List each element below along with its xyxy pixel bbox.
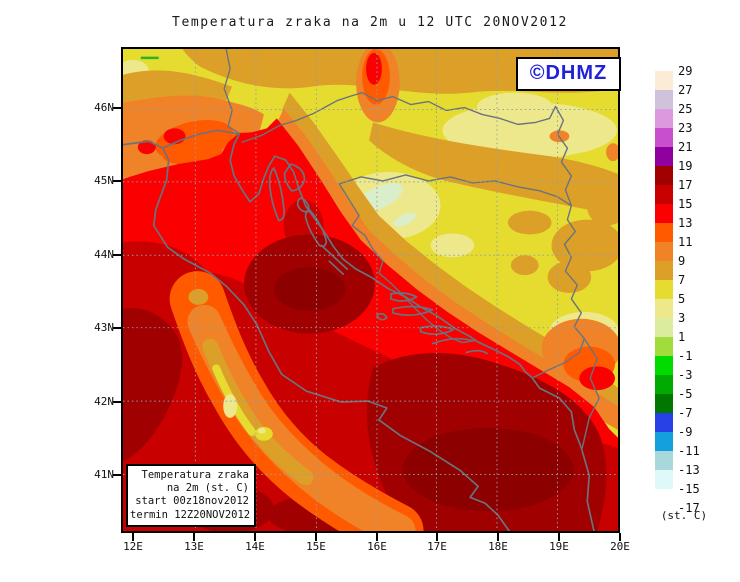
colorbar-tick-label: -1 [678, 349, 693, 363]
x-axis-label: 16E [367, 540, 387, 553]
colorbar-swatch [655, 356, 673, 375]
field-goldenrod-bands [123, 49, 618, 409]
colorbar-units: (st. C) [660, 509, 708, 522]
colorbar-swatch [655, 166, 673, 185]
info-line: Temperatura zraka [141, 469, 249, 481]
field-apennine-spots [188, 289, 273, 441]
colorbar-tick-label: 1 [678, 330, 686, 344]
temperature-map [121, 47, 620, 533]
y-axis-label: 45N [94, 174, 114, 187]
colorbar-tick-label: 15 [678, 197, 693, 211]
y-axis-label: 41N [94, 468, 114, 481]
colorbar-swatch [655, 109, 673, 128]
x-axis-label: 17E [427, 540, 447, 553]
info-line: termin 12Z20NOV2012 [130, 508, 251, 521]
y-axis-tick [113, 107, 121, 109]
field-ne-blob [356, 49, 618, 162]
colorbar-tick-label: 23 [678, 121, 693, 135]
colorbar-tick-label: 25 [678, 102, 693, 116]
x-axis-label: 20E [610, 540, 630, 553]
colorbar [655, 71, 673, 508]
temperature-field-svg [123, 49, 618, 531]
y-axis-tick [113, 327, 121, 329]
x-axis-label: 19E [549, 540, 569, 553]
x-axis-label: 14E [245, 540, 265, 553]
colorbar-tick-label: -3 [678, 368, 693, 382]
x-axis-tick [619, 533, 621, 541]
colorbar-tick-label: 27 [678, 83, 693, 97]
colorbar-swatch [655, 204, 673, 223]
country-borders [223, 49, 600, 449]
y-axis-label: 44N [94, 248, 114, 261]
x-axis-tick [315, 533, 317, 541]
y-axis-tick [113, 474, 121, 476]
colorbar-tick-label: -7 [678, 406, 693, 420]
x-axis-label: 13E [184, 540, 204, 553]
x-axis-tick [193, 533, 195, 541]
colorbar-swatch [655, 147, 673, 166]
field-maroon-cores [273, 267, 574, 512]
colorbar-tick-label: -13 [678, 463, 700, 477]
colorbar-swatch [655, 261, 673, 280]
y-axis-label: 43N [94, 321, 114, 334]
colorbar-swatch [655, 299, 673, 318]
x-axis-tick [436, 533, 438, 541]
dhmz-watermark: ©DHMZ [516, 57, 621, 91]
x-axis-tick [497, 533, 499, 541]
field-apennine-band [169, 271, 424, 531]
colorbar-swatch [655, 337, 673, 356]
page-title: Temperatura zraka na 2m u 12 UTC 20NOV20… [172, 15, 568, 30]
colorbar-swatch [655, 128, 673, 147]
colorbar-swatch [655, 223, 673, 242]
colorbar-tick-label: 5 [678, 292, 686, 306]
y-axis-tick [113, 254, 121, 256]
y-axis-label: 42N [94, 395, 114, 408]
colorbar-swatch [655, 90, 673, 109]
x-axis-label: 18E [488, 540, 508, 553]
colorbar-tick-label: 29 [678, 64, 693, 78]
colorbar-swatch [655, 470, 673, 489]
colorbar-tick-label: -15 [678, 482, 700, 496]
colorbar-tick-label: -17 [678, 501, 700, 515]
x-axis-tick [376, 533, 378, 541]
colorbar-swatch [655, 375, 673, 394]
colorbar-tick-label: 13 [678, 216, 693, 230]
info-line: start 00z18nov2012 [135, 495, 249, 508]
colorbar-tick-label: -11 [678, 444, 700, 458]
graticule [123, 49, 618, 531]
colorbar-swatch [655, 451, 673, 470]
colorbar-tick-label: 17 [678, 178, 693, 192]
colorbar-swatch [655, 489, 673, 508]
x-axis-label: 12E [123, 540, 143, 553]
colorbar-tick-label: 21 [678, 140, 693, 154]
info-box: Temperatura zraka na 2m (st. C) start 00… [126, 464, 256, 527]
colorbar-swatch [655, 394, 673, 413]
x-axis-label: 15E [306, 540, 326, 553]
y-axis-tick [113, 401, 121, 403]
colorbar-swatch [655, 318, 673, 337]
colorbar-swatch [655, 432, 673, 451]
x-axis-tick [132, 533, 134, 541]
y-axis-label: 46N [94, 101, 114, 114]
colorbar-tick-label: 9 [678, 254, 686, 268]
colorbar-swatch [655, 71, 673, 90]
colorbar-tick-label: 7 [678, 273, 686, 287]
colorbar-swatch [655, 242, 673, 261]
x-axis-tick [254, 533, 256, 541]
colorbar-swatch [655, 280, 673, 299]
colorbar-tick-label: -9 [678, 425, 693, 439]
colorbar-swatch [655, 413, 673, 432]
colorbar-swatch [655, 185, 673, 204]
info-line: na 2m (st. C) [166, 482, 249, 495]
colorbar-tick-label: 3 [678, 311, 686, 325]
colorbar-tick-label: 19 [678, 159, 693, 173]
y-axis-tick [113, 180, 121, 182]
colorbar-tick-label: -5 [678, 387, 693, 401]
x-axis-tick [558, 533, 560, 541]
colorbar-tick-label: 11 [678, 235, 693, 249]
coastline [123, 129, 595, 531]
